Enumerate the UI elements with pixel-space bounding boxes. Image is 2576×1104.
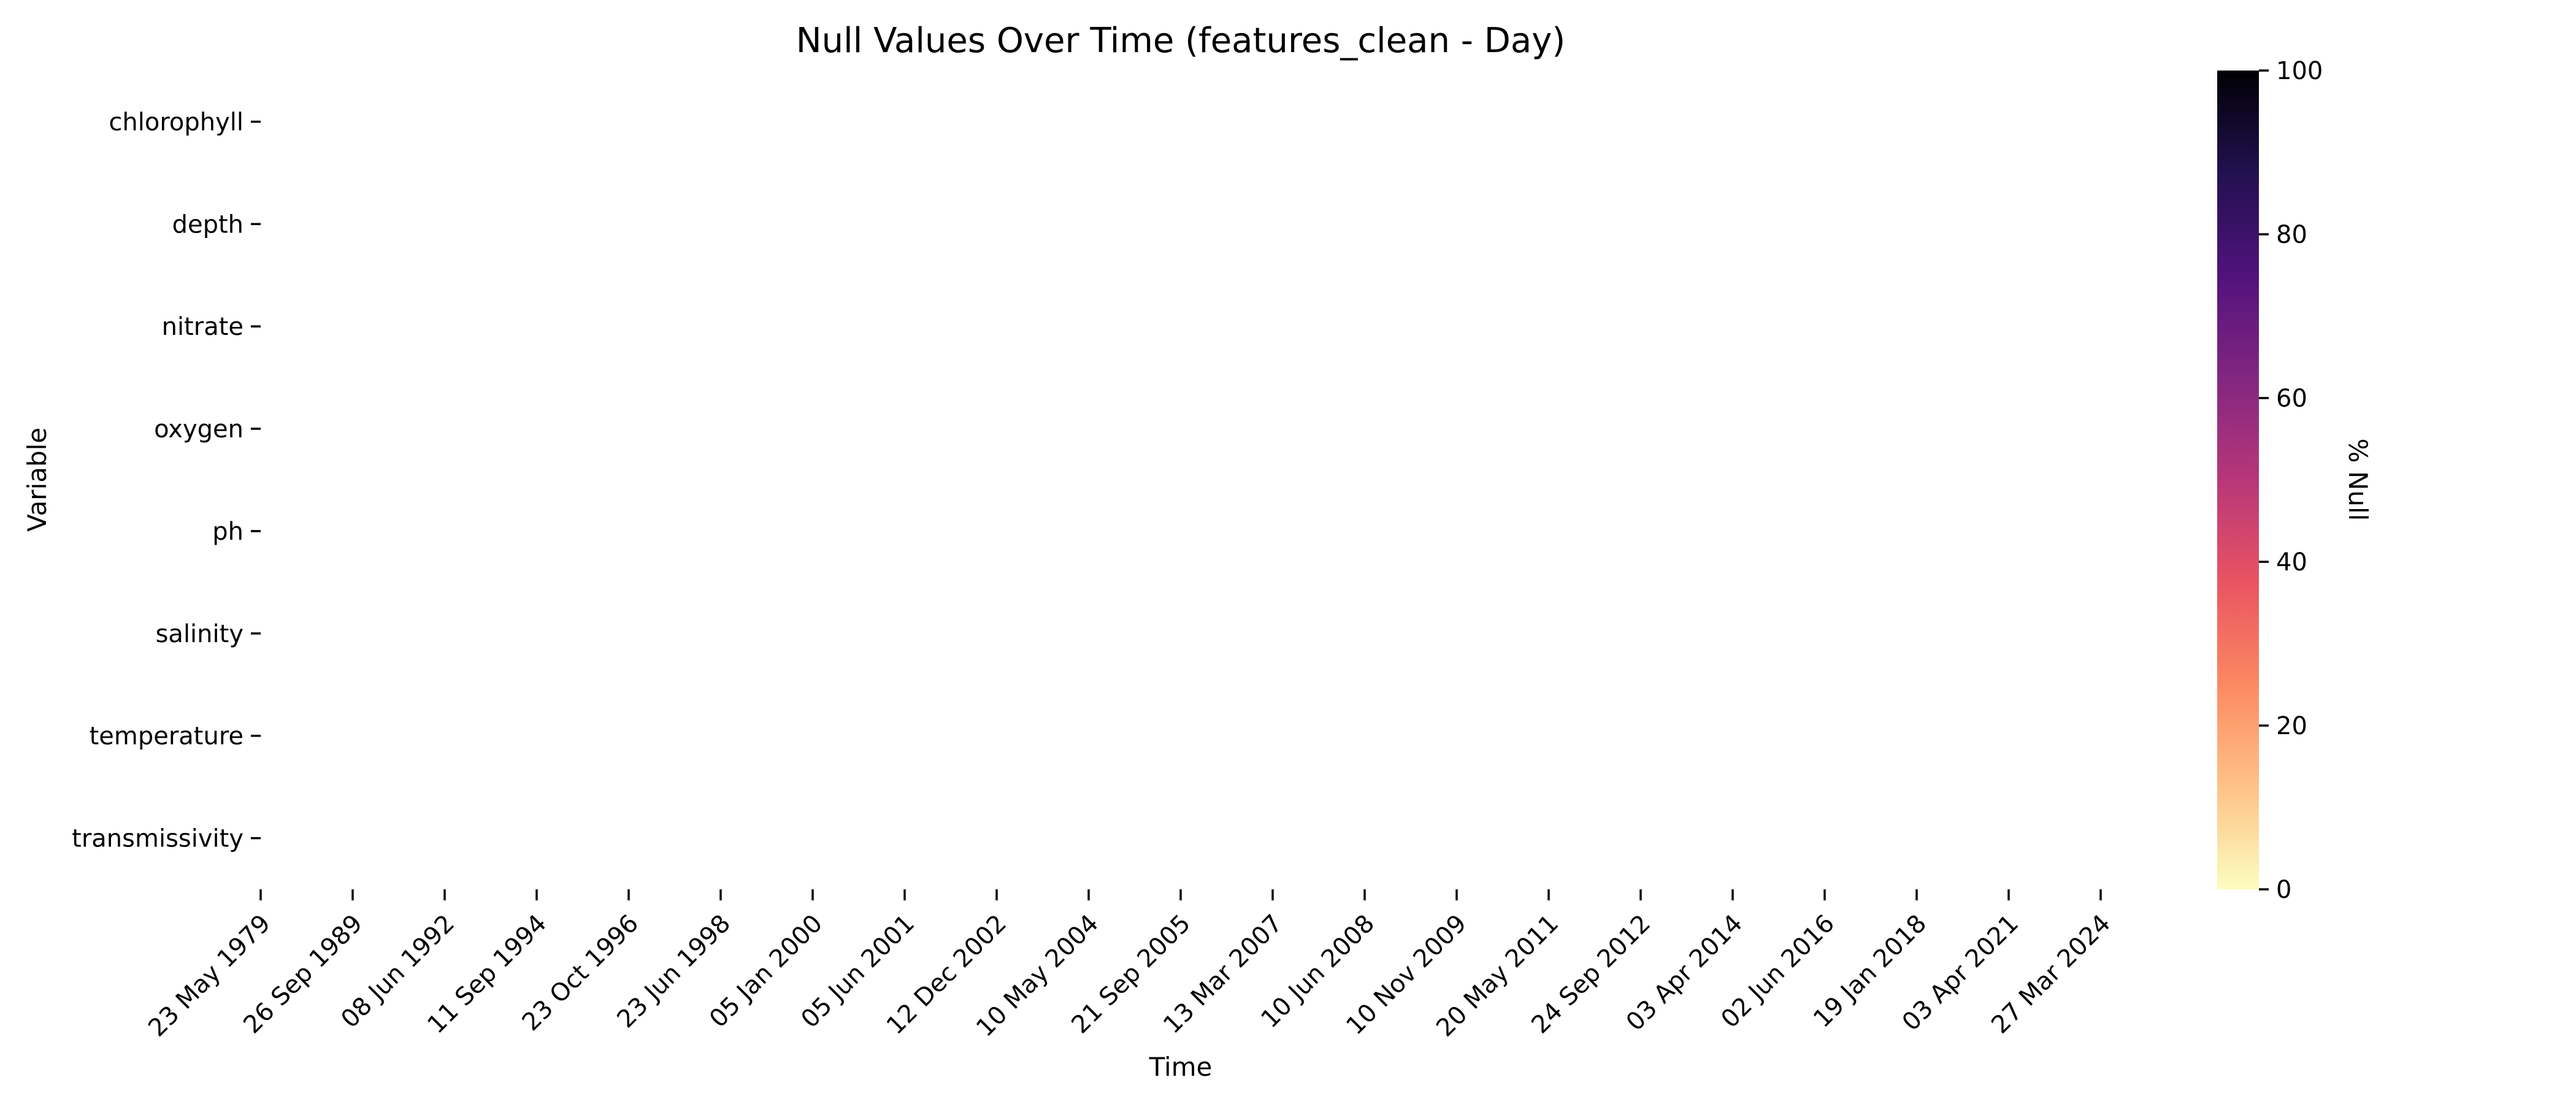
y-tick-label: transmissivity bbox=[72, 825, 243, 853]
y-axis: chlorophyll depth nitrate oxygen ph salinity t… bbox=[72, 108, 261, 853]
colorbar-tick-label: 0 bbox=[2276, 876, 2291, 904]
x-axis-label: Time bbox=[1149, 1052, 1213, 1082]
colorbar-tick-label: 60 bbox=[2276, 385, 2307, 413]
colorbar-tick-label: 80 bbox=[2276, 221, 2307, 249]
y-tick-label: ph bbox=[212, 518, 243, 546]
y-axis-label: Variable bbox=[22, 427, 52, 532]
colorbar-tick-label: 20 bbox=[2276, 712, 2307, 740]
colorbar-tick-label: 40 bbox=[2276, 548, 2307, 577]
y-tick-label: salinity bbox=[156, 620, 243, 648]
y-tick-label: chlorophyll bbox=[109, 108, 243, 136]
colorbar bbox=[2217, 71, 2259, 889]
colorbar-axis: 0 20 40 60 80 100 bbox=[2259, 57, 2323, 904]
y-tick-label: nitrate bbox=[162, 313, 243, 341]
y-tick-label: temperature bbox=[90, 723, 243, 751]
colorbar-tick-label: 100 bbox=[2276, 57, 2323, 85]
y-tick-label: oxygen bbox=[154, 415, 243, 443]
colorbar-label: % Null bbox=[2343, 439, 2373, 521]
y-tick-label: depth bbox=[172, 210, 243, 239]
heatmap-plot-area bbox=[261, 71, 2101, 889]
chart-title: Null Values Over Time (features_clean - … bbox=[796, 21, 1565, 61]
